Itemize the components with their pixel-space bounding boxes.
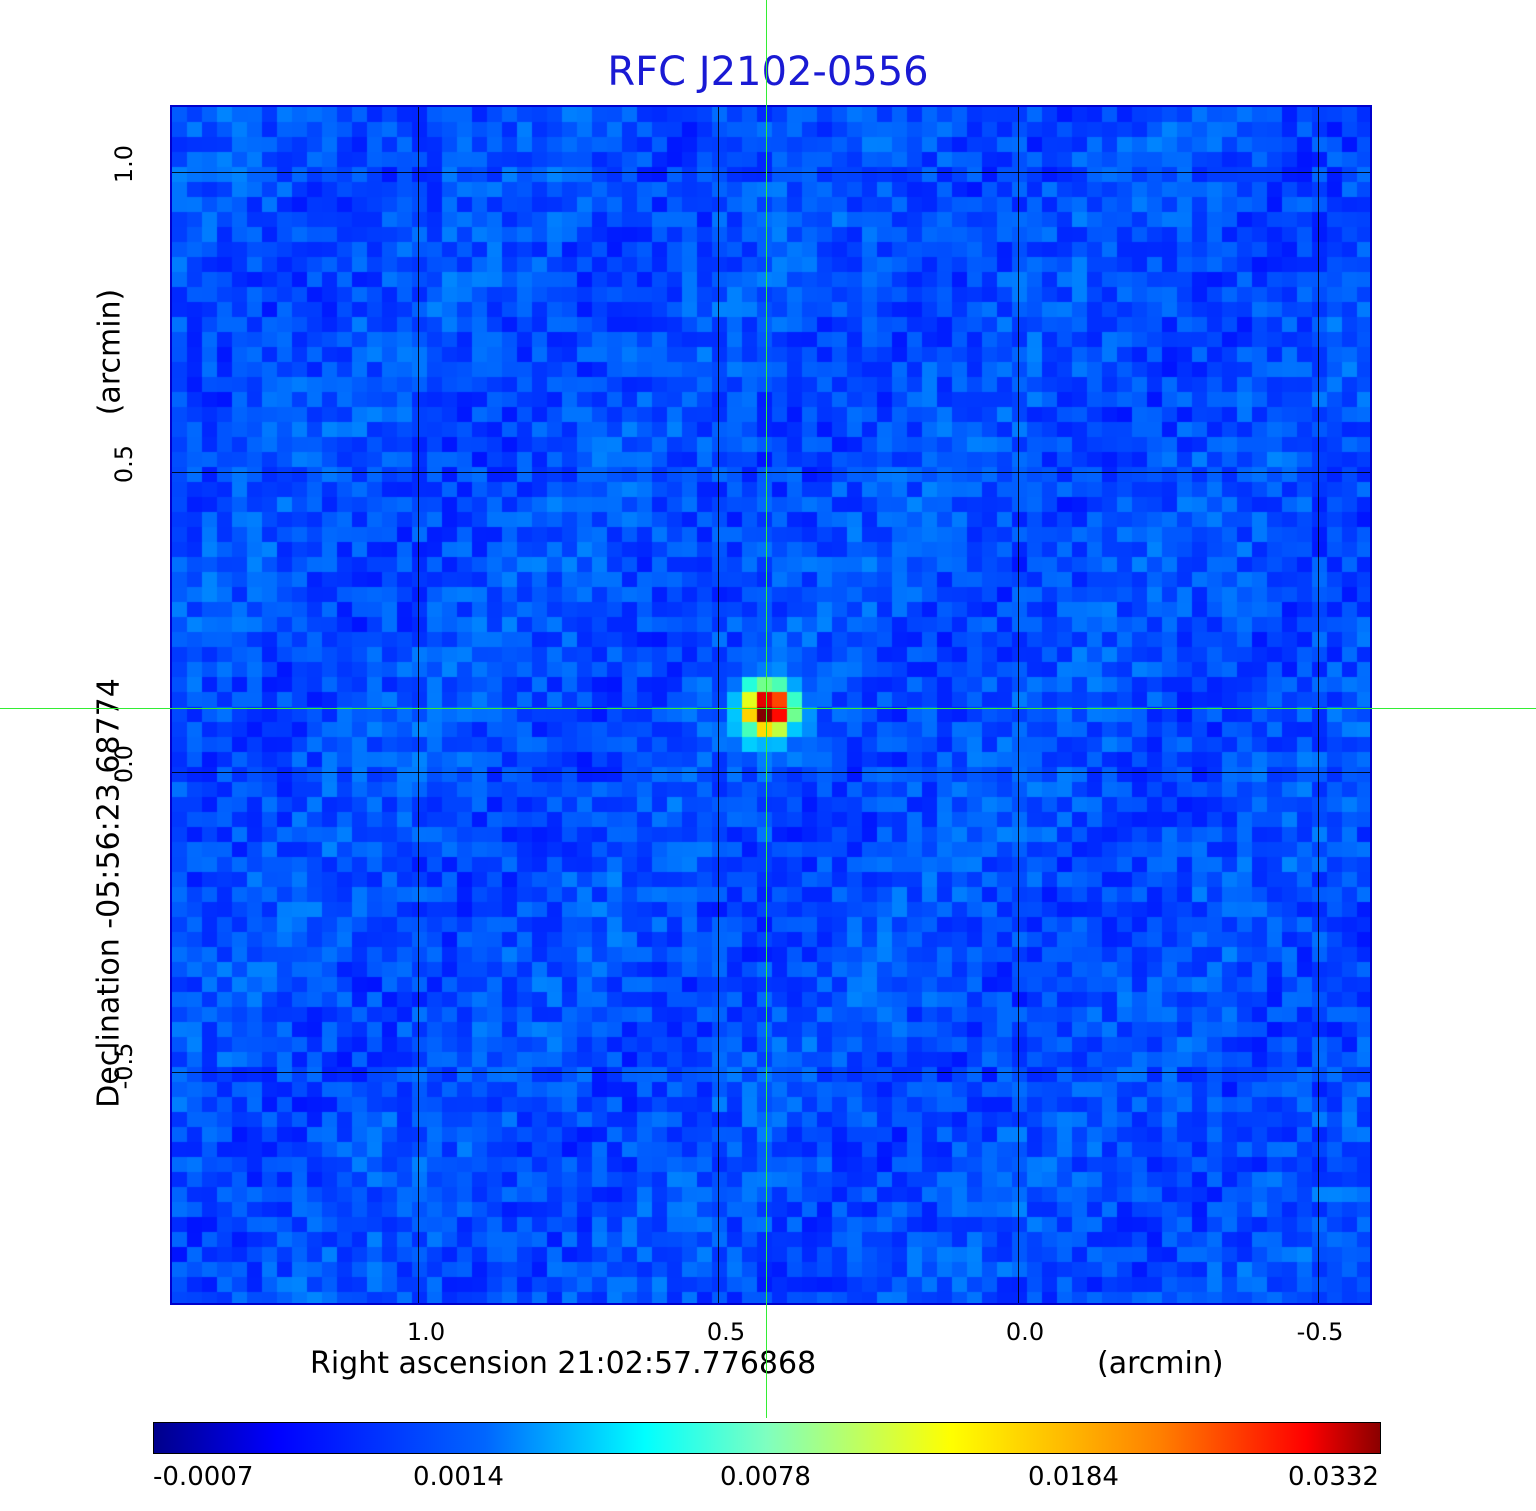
colorbar-label: 0.0014 (413, 1462, 504, 1492)
colorbar (153, 1422, 1381, 1454)
x-tick-label: 0.5 (706, 1318, 746, 1346)
radio-map-image (172, 107, 1370, 1303)
y-axis-label: Declination -05:56:23.68774 (91, 678, 127, 1108)
y-tick-label: 1.0 (110, 144, 138, 184)
grid-line-y-1-0 (172, 172, 1370, 173)
colorbar-label: -0.0007 (153, 1462, 254, 1492)
y-tick-label: 0.5 (110, 444, 138, 484)
colorbar-label: 0.0332 (1288, 1462, 1379, 1492)
grid-line-y-neg-0-5 (172, 1072, 1370, 1073)
crosshair-vertical (766, 0, 767, 1418)
x-tick-label: 1.0 (406, 1318, 446, 1346)
x-axis-unit: (arcmin) (1097, 1346, 1224, 1381)
y-axis-unit: (arcmin) (92, 288, 128, 416)
x-tick-label: -0.5 (1296, 1318, 1344, 1346)
image-title: RFC J2102-0556 (607, 49, 929, 95)
grid-line-x-neg-0-5 (1318, 107, 1319, 1303)
colorbar-label: 0.0078 (720, 1462, 811, 1492)
grid-line-x-1-0 (418, 107, 419, 1303)
grid-line-y-0-0 (172, 772, 1370, 773)
grid-line-x-0-5 (718, 107, 719, 1303)
colorbar-label: 0.0184 (1028, 1462, 1119, 1492)
grid-line-y-0-5 (172, 472, 1370, 473)
x-axis-label: Right ascension 21:02:57.776868 (310, 1346, 817, 1381)
grid-line-x-0-0 (1018, 107, 1019, 1303)
radio-map-frame[interactable] (170, 105, 1372, 1305)
x-tick-label: 0.0 (1005, 1318, 1045, 1346)
crosshair-horizontal (0, 708, 1536, 709)
